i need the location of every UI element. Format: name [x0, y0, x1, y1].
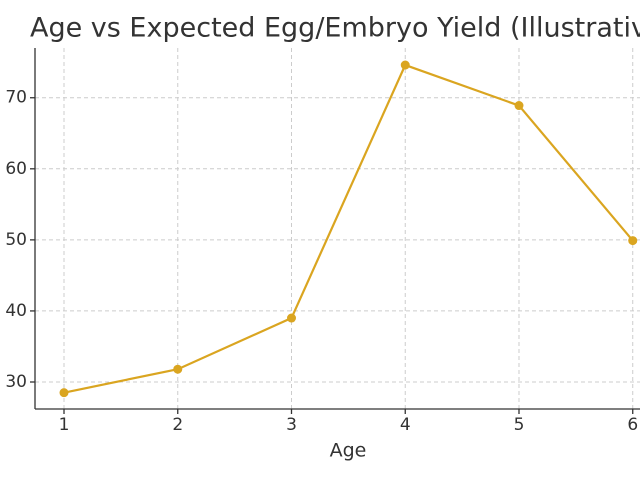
- x-axis-label: Age: [330, 440, 367, 462]
- data-point: [514, 101, 524, 111]
- data-point: [286, 313, 296, 323]
- x-tick-label: 6: [627, 415, 638, 435]
- x-tick-label: 1: [59, 415, 70, 435]
- data-point: [59, 388, 69, 398]
- data-line: [63, 63, 634, 394]
- y-tick-label: 70: [5, 88, 27, 108]
- y-tick-label: 40: [5, 301, 27, 321]
- data-point: [173, 364, 183, 374]
- chart-title: Age vs Expected Egg/Embryo Yield (Illust…: [30, 13, 640, 44]
- x-tick-label: 3: [286, 415, 297, 435]
- x-tick-label: 5: [514, 415, 525, 435]
- x-tick-label: 2: [172, 415, 183, 435]
- data-point: [400, 60, 410, 70]
- y-tick-label: 30: [5, 372, 27, 392]
- x-tick-label: 4: [400, 415, 411, 435]
- data-point: [628, 236, 638, 246]
- y-tick-label: 50: [5, 230, 27, 250]
- y-tick-label: 60: [5, 159, 27, 179]
